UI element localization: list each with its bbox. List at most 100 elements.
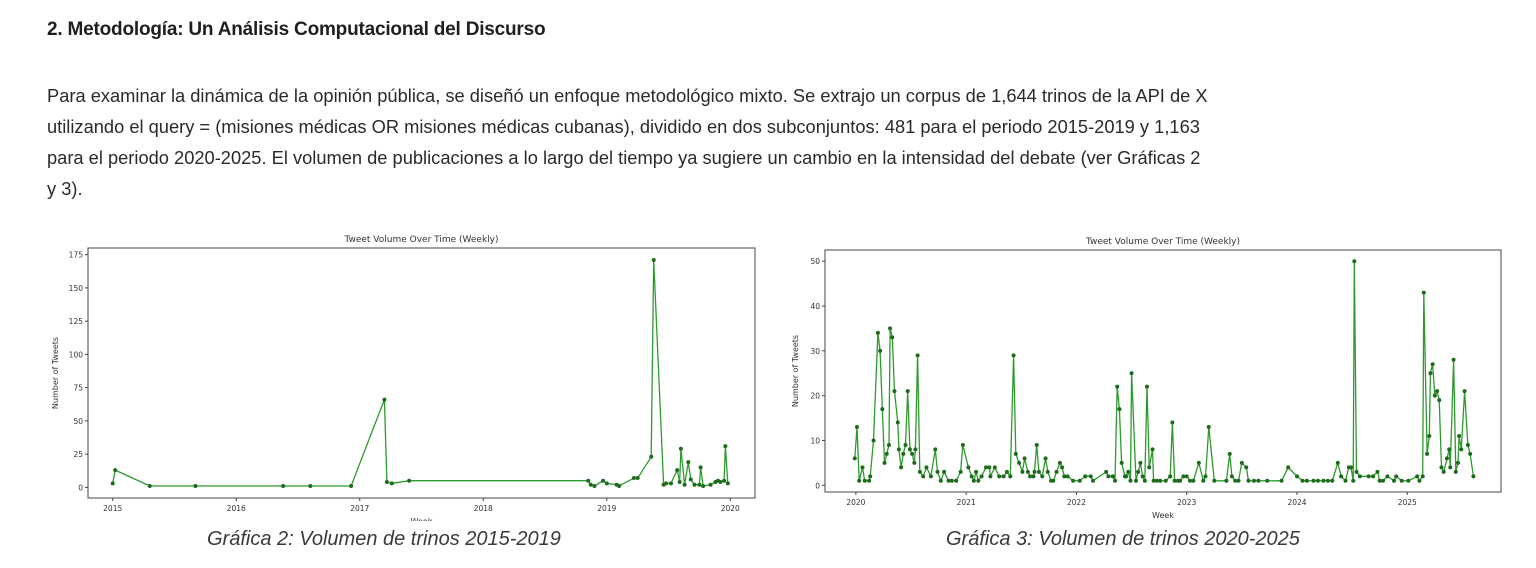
data-point [1036, 469, 1041, 474]
data-point [867, 478, 872, 483]
data-point [1300, 478, 1305, 483]
data-point [860, 465, 865, 470]
data-point [969, 474, 974, 479]
data-point [1406, 478, 1411, 483]
data-point [1077, 478, 1082, 483]
data-point [718, 480, 723, 485]
data-point [1377, 478, 1382, 483]
data-point [1417, 478, 1422, 483]
data-point [1150, 447, 1155, 452]
data-point [651, 257, 656, 262]
data-point [193, 484, 198, 489]
data-point [1163, 478, 1168, 483]
data-point [1028, 474, 1033, 479]
paragraph-line: para el periodo 2020-2025. El volumen de… [47, 147, 1201, 168]
data-point [1432, 393, 1437, 398]
data-point [1040, 474, 1045, 479]
data-point [701, 484, 706, 489]
y-tick-label: 125 [69, 317, 84, 326]
data-point [1090, 478, 1095, 483]
data-point [1110, 474, 1115, 479]
y-tick-label: 175 [69, 251, 84, 260]
data-point [1427, 433, 1432, 438]
data-point [938, 478, 943, 483]
data-point [1351, 478, 1356, 483]
data-point [1008, 474, 1013, 479]
data-point [592, 484, 597, 489]
data-point [1229, 474, 1234, 479]
x-tick-label: 2018 [474, 504, 493, 513]
data-point [308, 484, 313, 489]
data-point [1142, 478, 1147, 483]
data-point [1054, 469, 1059, 474]
data-point [1188, 478, 1193, 483]
data-point [1158, 478, 1163, 483]
data-point [1147, 465, 1152, 470]
data-point [1138, 460, 1143, 465]
x-tick-label: 2019 [597, 504, 616, 513]
data-point [1025, 469, 1030, 474]
data-point [997, 474, 1002, 479]
data-point [1136, 469, 1141, 474]
data-point [1311, 478, 1316, 483]
data-point [1462, 389, 1467, 394]
series-line [112, 259, 729, 487]
data-point [1321, 478, 1326, 483]
data-point [1381, 478, 1386, 483]
data-point [1375, 469, 1380, 474]
data-point [928, 474, 933, 479]
data-point [110, 481, 115, 486]
data-point [1227, 451, 1232, 456]
data-point [1224, 478, 1229, 483]
data-point [1371, 474, 1376, 479]
data-point [1399, 478, 1404, 483]
data-point [1117, 407, 1122, 412]
data-point [895, 420, 900, 425]
data-point [1115, 384, 1120, 389]
data-point [1428, 371, 1433, 376]
data-point [946, 478, 951, 483]
data-point [586, 478, 591, 483]
y-tick-label: 0 [78, 483, 83, 492]
data-point [882, 460, 887, 465]
data-point [974, 469, 979, 474]
y-tick-label: 50 [810, 257, 820, 266]
data-point [1124, 474, 1129, 479]
data-point [1325, 478, 1330, 483]
data-point [1129, 371, 1134, 376]
data-point [1246, 478, 1251, 483]
data-point [903, 442, 908, 447]
data-point [896, 447, 901, 452]
data-point [1256, 478, 1261, 483]
data-point [1244, 465, 1249, 470]
data-point [1201, 478, 1206, 483]
data-point [857, 478, 862, 483]
data-point [910, 451, 915, 456]
data-point [382, 397, 387, 402]
x-tick-label: 2024 [1287, 498, 1306, 507]
x-tick-label: 2023 [1177, 498, 1196, 507]
data-point [949, 478, 954, 483]
data-point [890, 335, 895, 340]
data-point [1236, 478, 1241, 483]
data-point [1471, 474, 1476, 479]
data-point [669, 481, 674, 486]
data-point [1083, 474, 1088, 479]
data-point [708, 482, 713, 487]
data-point [915, 353, 920, 358]
data-point [979, 474, 984, 479]
data-point [1212, 478, 1217, 483]
y-tick-label: 0 [815, 481, 820, 490]
data-point [1172, 478, 1177, 483]
data-point [854, 425, 859, 430]
y-tick-label: 50 [73, 417, 83, 426]
data-point [960, 442, 965, 447]
plot-frame [87, 247, 756, 499]
x-tick-label: 2020 [721, 504, 740, 513]
x-tick-label: 2015 [103, 504, 122, 513]
data-point [1330, 478, 1335, 483]
y-axis-label: Number of Tweets [791, 335, 800, 407]
data-point [954, 478, 959, 483]
data-point [1170, 420, 1175, 425]
series-line [854, 261, 1475, 483]
